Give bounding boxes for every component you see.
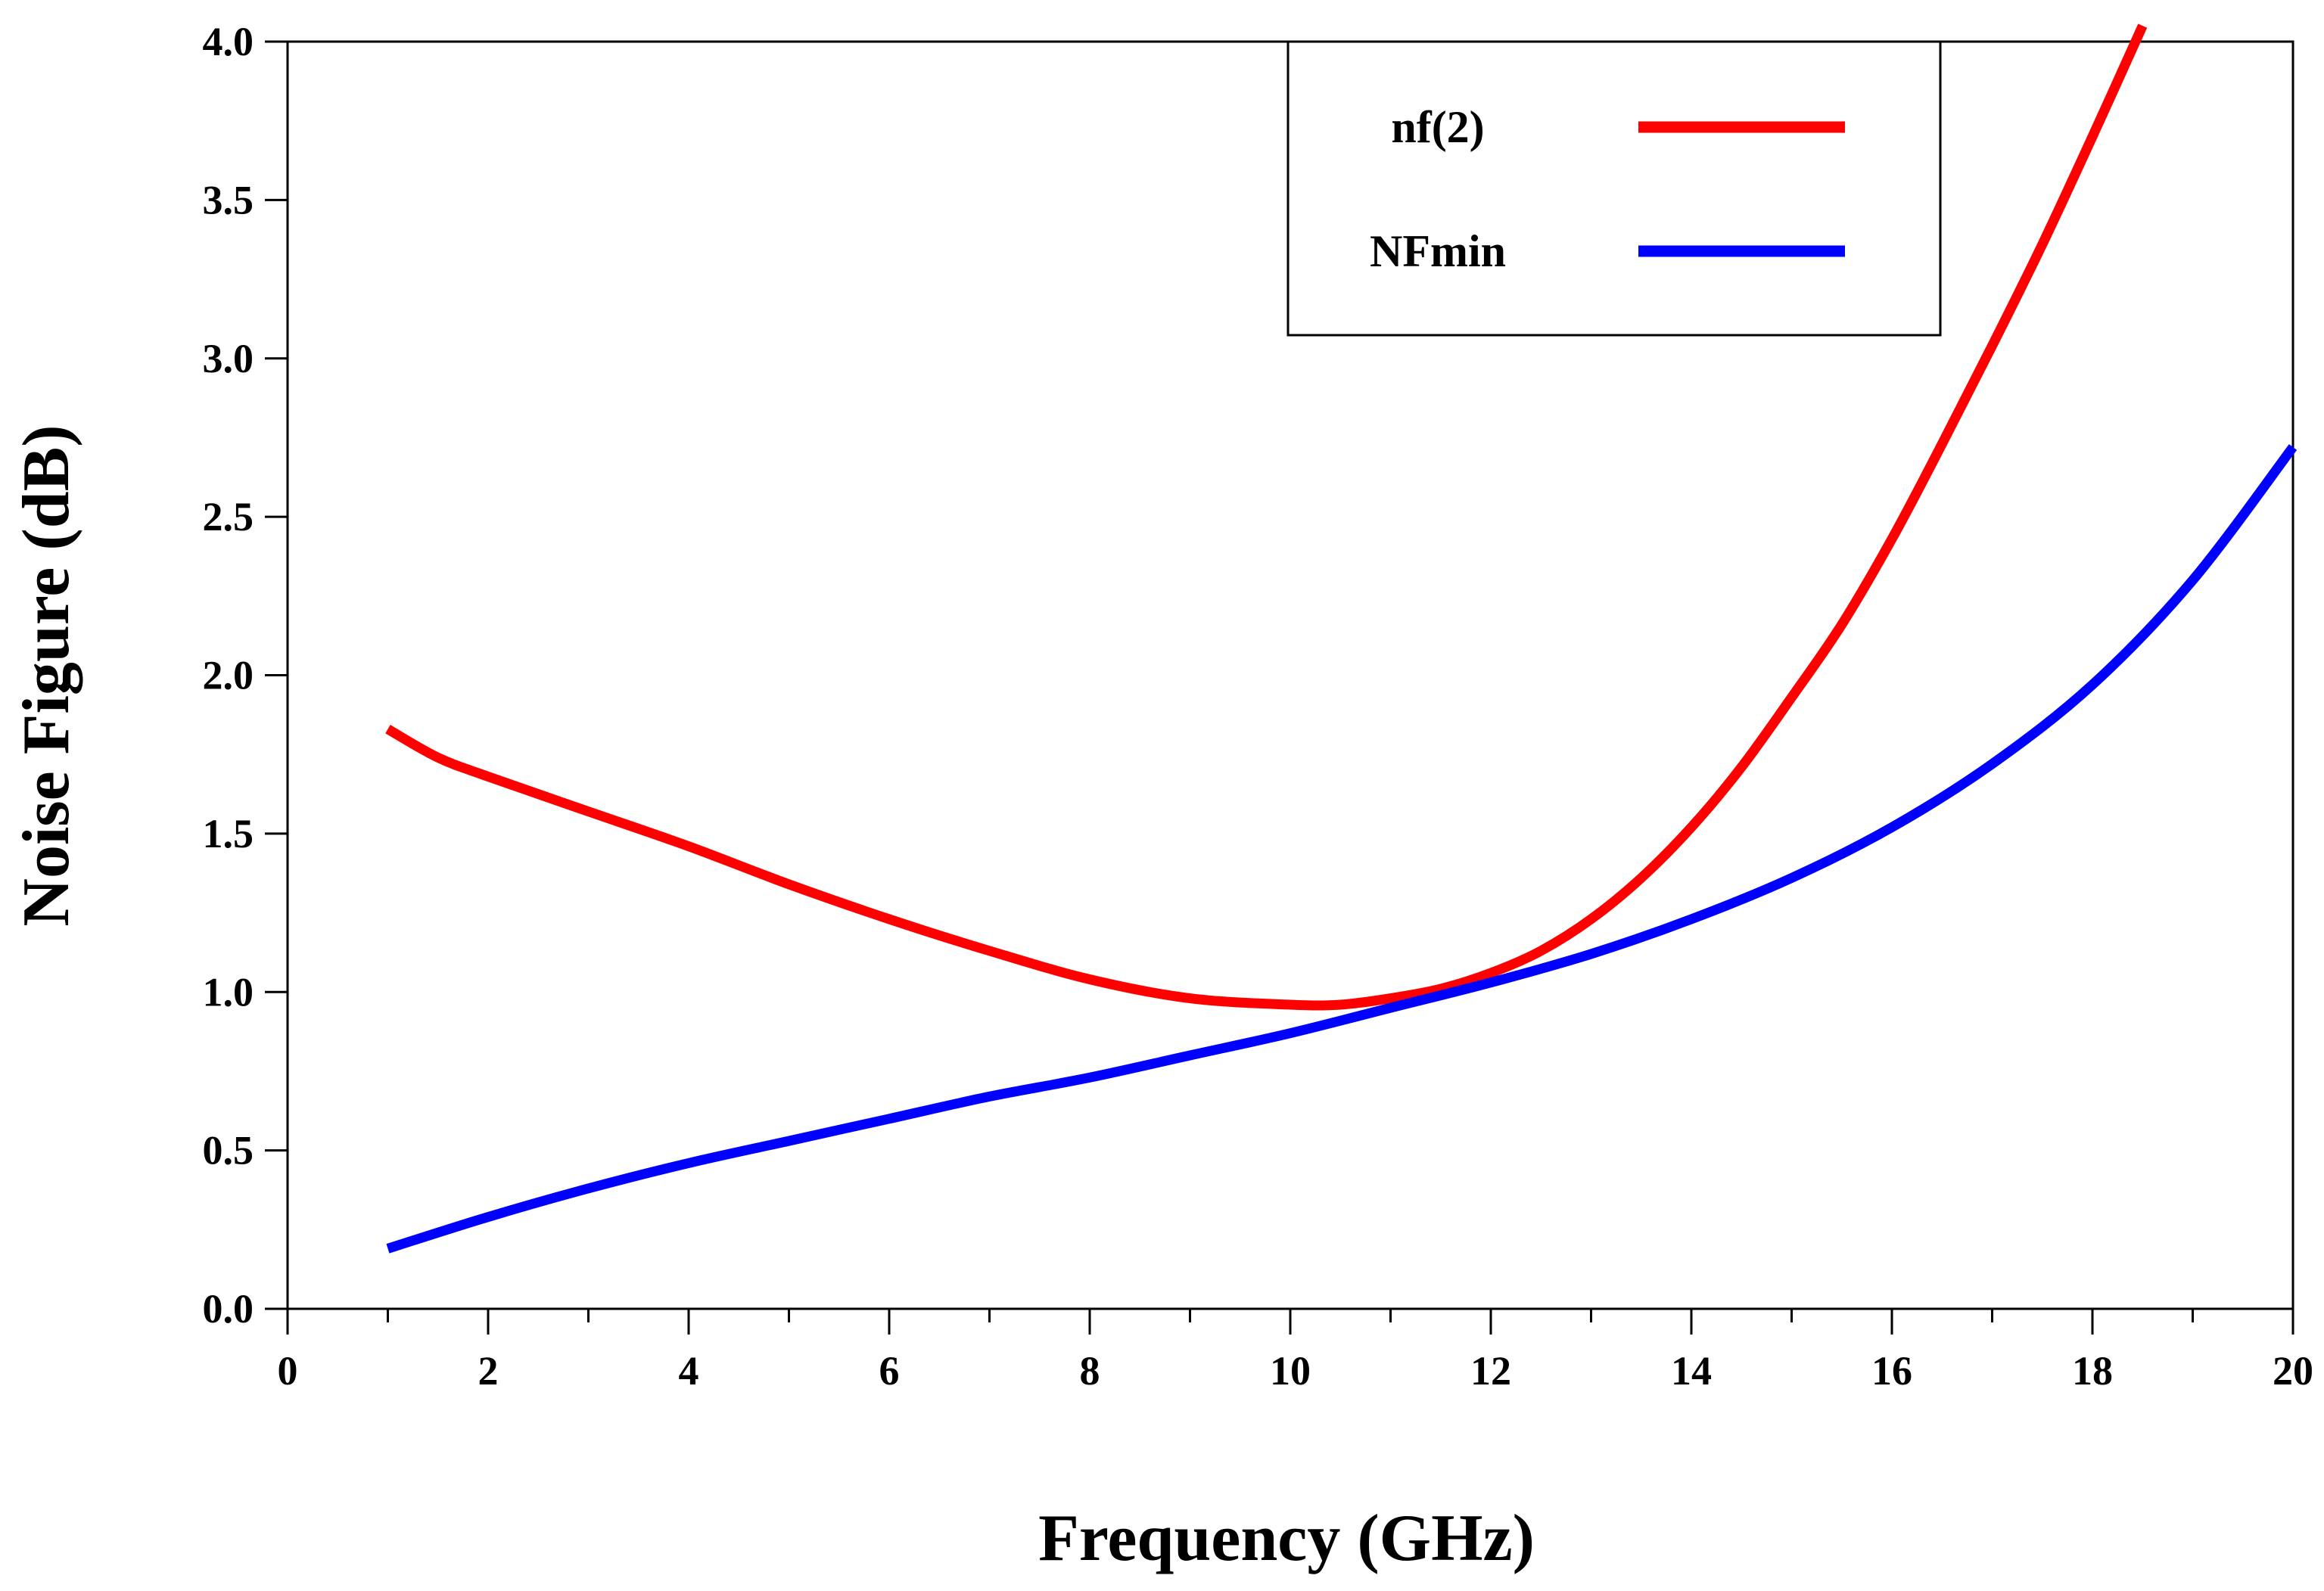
legend-label: nf(2) [1391, 102, 1484, 152]
y-tick-label: 4.0 [203, 19, 254, 64]
y-tick-label: 0.0 [203, 1286, 254, 1332]
x-tick-label: 16 [1871, 1348, 1912, 1394]
x-tick-label: 6 [879, 1348, 900, 1394]
x-tick-label: 14 [1671, 1348, 1712, 1394]
x-tick-label: 18 [2072, 1348, 2113, 1394]
y-tick-label: 1.0 [203, 969, 254, 1015]
y-tick-label: 3.0 [203, 336, 254, 381]
x-axis-title: Frequency (GHz) [1038, 1502, 1535, 1575]
x-tick-label: 12 [1470, 1348, 1511, 1394]
x-tick-label: 0 [278, 1348, 298, 1394]
y-tick-label: 2.0 [203, 653, 254, 698]
x-tick-label: 4 [679, 1348, 699, 1394]
series-line-nf-2- [385, 23, 2148, 1011]
series-line-nfmin [386, 444, 2298, 1254]
y-tick-label: 0.5 [203, 1128, 254, 1173]
y-axis-title: Noise Figure (dB) [10, 424, 83, 926]
x-tick-label: 8 [1080, 1348, 1100, 1394]
y-tick-label: 2.5 [203, 494, 254, 539]
y-tick-label: 1.5 [203, 811, 254, 856]
legend-box [1286, 40, 1942, 337]
y-tick-label: 3.5 [203, 177, 254, 222]
legend-label: NFmin [1370, 226, 1506, 276]
x-tick-label: 10 [1270, 1348, 1311, 1394]
x-tick-label: 20 [2273, 1348, 2313, 1394]
x-tick-label: 2 [478, 1348, 499, 1394]
